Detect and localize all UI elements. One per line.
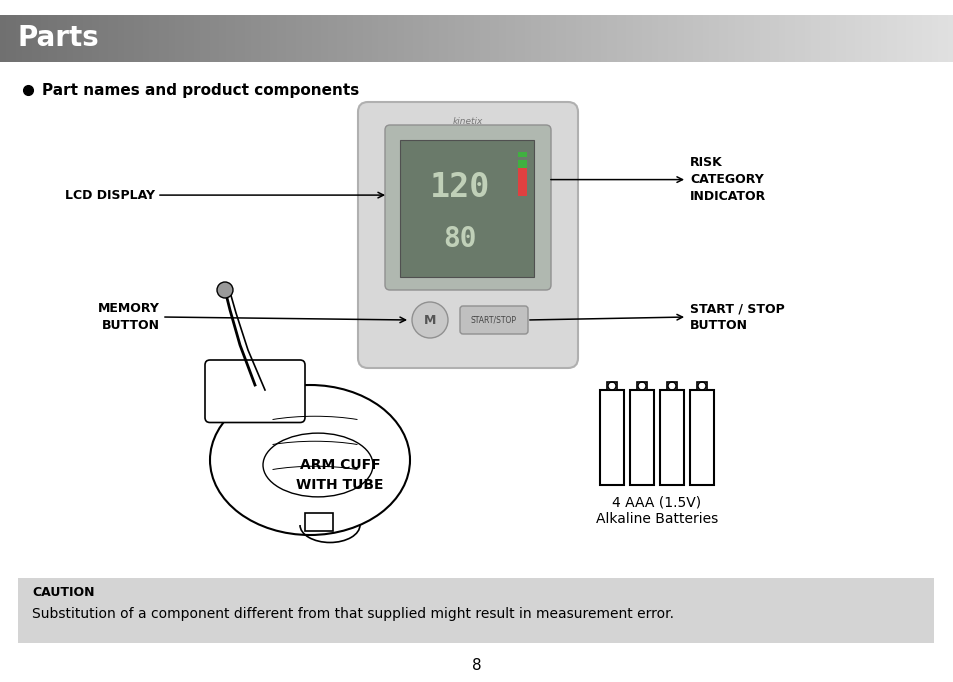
Text: kinetix: kinetix <box>453 117 482 126</box>
Bar <box>629 390 654 485</box>
Text: Parts: Parts <box>18 25 100 53</box>
FancyBboxPatch shape <box>205 360 305 423</box>
Text: START / STOP
BUTTON: START / STOP BUTTON <box>689 302 784 332</box>
Text: MEMORY
BUTTON: MEMORY BUTTON <box>98 302 160 332</box>
Text: 4 AAA (1.5V): 4 AAA (1.5V) <box>612 496 700 510</box>
Bar <box>305 513 333 531</box>
Bar <box>517 152 526 157</box>
Text: Part names and product components: Part names and product components <box>42 83 359 98</box>
Text: CAUTION: CAUTION <box>32 586 94 599</box>
Text: LCD DISPLAY: LCD DISPLAY <box>65 189 154 202</box>
Bar <box>517 168 526 183</box>
Bar <box>659 390 683 485</box>
Bar <box>666 382 677 390</box>
Text: ARM CUFF
WITH TUBE: ARM CUFF WITH TUBE <box>296 458 383 492</box>
FancyBboxPatch shape <box>459 306 527 334</box>
Bar <box>636 382 647 390</box>
Bar <box>599 390 623 485</box>
Bar <box>517 176 526 196</box>
FancyBboxPatch shape <box>357 102 578 368</box>
Bar <box>689 390 713 485</box>
Text: Alkaline Batteries: Alkaline Batteries <box>596 512 718 526</box>
Text: START/STOP: START/STOP <box>471 316 517 325</box>
Circle shape <box>412 302 448 338</box>
Text: 80: 80 <box>443 224 476 252</box>
Bar <box>18 578 933 643</box>
Bar <box>517 160 526 170</box>
Text: Substitution of a component different from that supplied might result in measure: Substitution of a component different fr… <box>32 607 673 621</box>
Bar <box>696 382 707 390</box>
FancyBboxPatch shape <box>385 125 551 290</box>
Bar <box>399 140 534 277</box>
Text: 8: 8 <box>472 657 481 672</box>
Text: RISK
CATEGORY
INDICATOR: RISK CATEGORY INDICATOR <box>689 156 765 203</box>
Bar <box>606 382 617 390</box>
Text: 120: 120 <box>430 171 490 205</box>
Text: M: M <box>423 314 436 327</box>
Circle shape <box>216 282 233 298</box>
